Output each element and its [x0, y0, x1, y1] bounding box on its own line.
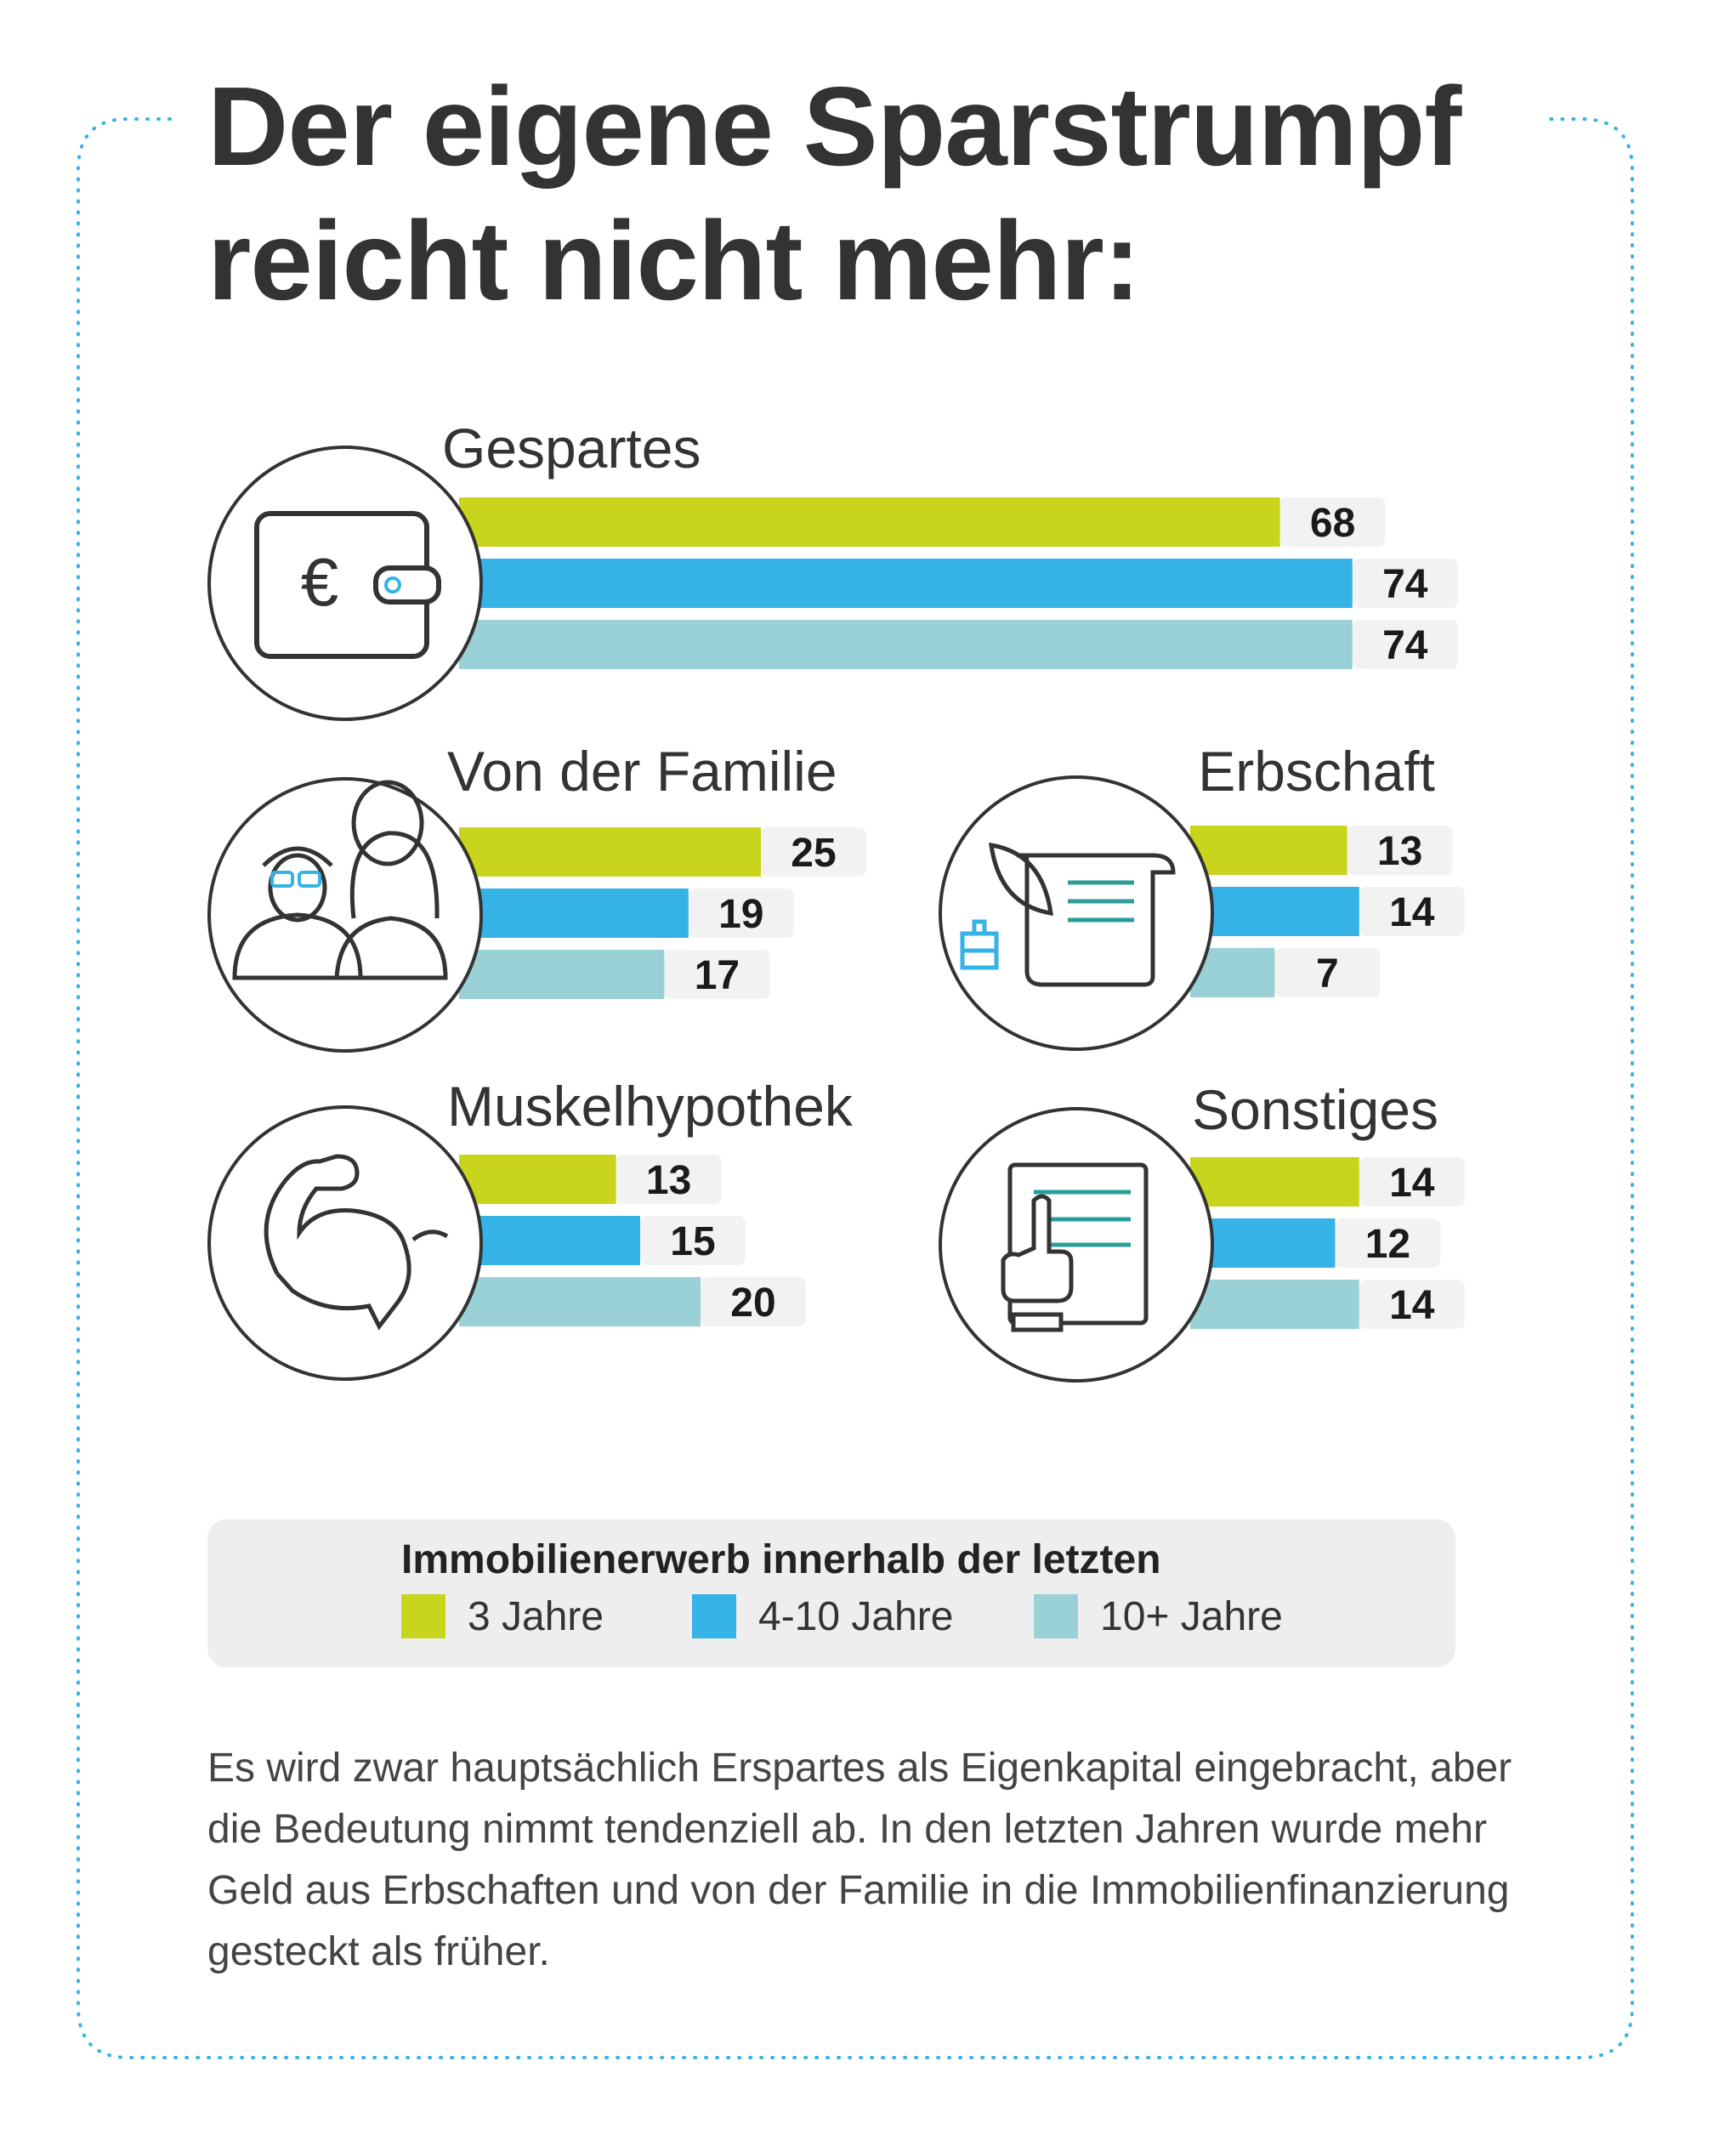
legend-label-3-jahre: 3 Jahre: [468, 1593, 604, 1639]
value-box-von-der-familie-4-10-jahre: [688, 889, 794, 938]
family-icon: [207, 777, 483, 1053]
bars-layer: Gespartes 68 74 74 Von der Familie 25 19 17 Erbs…: [442, 417, 1465, 1329]
legend-label-4-10-jahre: 4-10 Jahre: [758, 1593, 954, 1639]
value-label-sonstiges-4-10-jahre: 12: [1365, 1222, 1410, 1267]
bar-group-von-der-familie: Von der Familie 25 19 17: [447, 740, 866, 999]
value-label-von-der-familie-10-jahre: 17: [695, 953, 740, 998]
value-box-gespartes-4-10-jahre: [1352, 559, 1458, 608]
bar-sonstiges-3-jahre: [1190, 1157, 1359, 1207]
value-box-erbschaft-10-jahre: [1274, 948, 1381, 997]
bar-muskelhypothek-3-jahre: [459, 1155, 616, 1204]
legend: Immobilienerwerb innerhalb der letzten 3…: [207, 1519, 1455, 1667]
category-label-von-der-familie: Von der Familie: [447, 740, 837, 803]
title-line-2: reicht nicht mehr:: [207, 198, 1141, 323]
flexed-arm-icon: [207, 1105, 483, 1381]
value-box-von-der-familie-10-jahre: [664, 950, 770, 999]
value-box-muskelhypothek-3-jahre: [616, 1155, 722, 1204]
value-label-erbschaft-4-10-jahre: 14: [1389, 890, 1435, 935]
wallet-euro-icon: €: [207, 446, 483, 721]
value-label-muskelhypothek-3-jahre: 13: [646, 1158, 691, 1203]
category-label-gespartes: Gespartes: [442, 417, 701, 480]
value-box-erbschaft-4-10-jahre: [1359, 887, 1465, 936]
value-box-muskelhypothek-4-10-jahre: [640, 1216, 746, 1265]
bar-muskelhypothek-4-10-jahre: [459, 1216, 640, 1265]
value-label-muskelhypothek-10-jahre: 20: [730, 1280, 775, 1326]
value-box-sonstiges-3-jahre: [1359, 1157, 1465, 1207]
legend-swatch-4-10-jahre: [692, 1594, 736, 1638]
value-box-sonstiges-4-10-jahre: [1335, 1218, 1441, 1268]
legend-item-3-jahre: 3 Jahre: [401, 1593, 604, 1639]
value-label-sonstiges-3-jahre: 14: [1389, 1161, 1435, 1206]
legend-swatch-3-jahre: [401, 1594, 445, 1638]
value-box-von-der-familie-3-jahre: [761, 827, 866, 877]
bar-muskelhypothek-10-jahre: [459, 1277, 701, 1326]
value-label-von-der-familie-4-10-jahre: 19: [718, 892, 763, 937]
bar-group-erbschaft: Erbschaft 13 14 7: [1190, 740, 1465, 997]
document-hand-icon: [939, 1107, 1214, 1383]
category-label-muskelhypothek: Muskelhypothek: [447, 1075, 854, 1138]
value-box-gespartes-3-jahre: [1279, 497, 1386, 547]
footnote-text: Es wird zwar hauptsächlich Erspartes als…: [207, 1746, 1512, 1974]
category-label-erbschaft: Erbschaft: [1198, 740, 1435, 803]
page-title: Der eigene Sparstrumpf reicht nicht mehr…: [207, 60, 1653, 328]
bar-gespartes-10-jahre: [459, 620, 1353, 669]
bar-von-der-familie-4-10-jahre: [459, 889, 689, 938]
value-label-muskelhypothek-4-10-jahre: 15: [670, 1219, 715, 1264]
svg-text:€: €: [301, 544, 339, 620]
legend-title: Immobilienerwerb innerhalb der letzten: [401, 1537, 1161, 1582]
bar-von-der-familie-3-jahre: [459, 827, 761, 877]
bar-sonstiges-10-jahre: [1190, 1280, 1359, 1329]
legend-item-10-plus-jahre: 10+ Jahre: [1034, 1593, 1283, 1639]
bar-group-gespartes: Gespartes 68 74 74: [442, 417, 1458, 669]
bar-gespartes-3-jahre: [459, 497, 1280, 547]
bar-group-sonstiges: Sonstiges 14 12 14: [1190, 1078, 1465, 1329]
bar-erbschaft-4-10-jahre: [1190, 887, 1359, 936]
value-box-erbschaft-3-jahre: [1347, 826, 1453, 875]
value-label-gespartes-3-jahre: 68: [1310, 501, 1355, 546]
legend-item-4-10-jahre: 4-10 Jahre: [692, 1593, 954, 1639]
value-box-gespartes-10-jahre: [1352, 620, 1458, 669]
value-label-gespartes-10-jahre: 74: [1382, 623, 1428, 668]
title-line-1: Der eigene Sparstrumpf: [207, 64, 1461, 189]
inheritance-scroll-icon: [939, 775, 1214, 1051]
value-label-erbschaft-10-jahre: 7: [1316, 951, 1339, 997]
bar-von-der-familie-10-jahre: [459, 950, 665, 999]
legend-label-10-plus-jahre: 10+ Jahre: [1100, 1593, 1283, 1639]
value-label-von-der-familie-3-jahre: 25: [791, 831, 836, 876]
bar-group-muskelhypothek: Muskelhypothek 13 15 20: [447, 1075, 854, 1326]
bar-sonstiges-4-10-jahre: [1190, 1218, 1336, 1268]
category-label-sonstiges: Sonstiges: [1192, 1078, 1438, 1141]
bar-gespartes-4-10-jahre: [459, 559, 1353, 608]
legend-swatch-10-plus-jahre: [1034, 1594, 1078, 1638]
value-box-muskelhypothek-10-jahre: [701, 1277, 806, 1326]
value-label-erbschaft-3-jahre: 13: [1377, 829, 1422, 874]
value-label-gespartes-4-10-jahre: 74: [1382, 562, 1428, 607]
bar-erbschaft-3-jahre: [1190, 826, 1347, 875]
value-box-sonstiges-10-jahre: [1359, 1280, 1465, 1329]
value-label-sonstiges-10-jahre: 14: [1389, 1283, 1435, 1328]
